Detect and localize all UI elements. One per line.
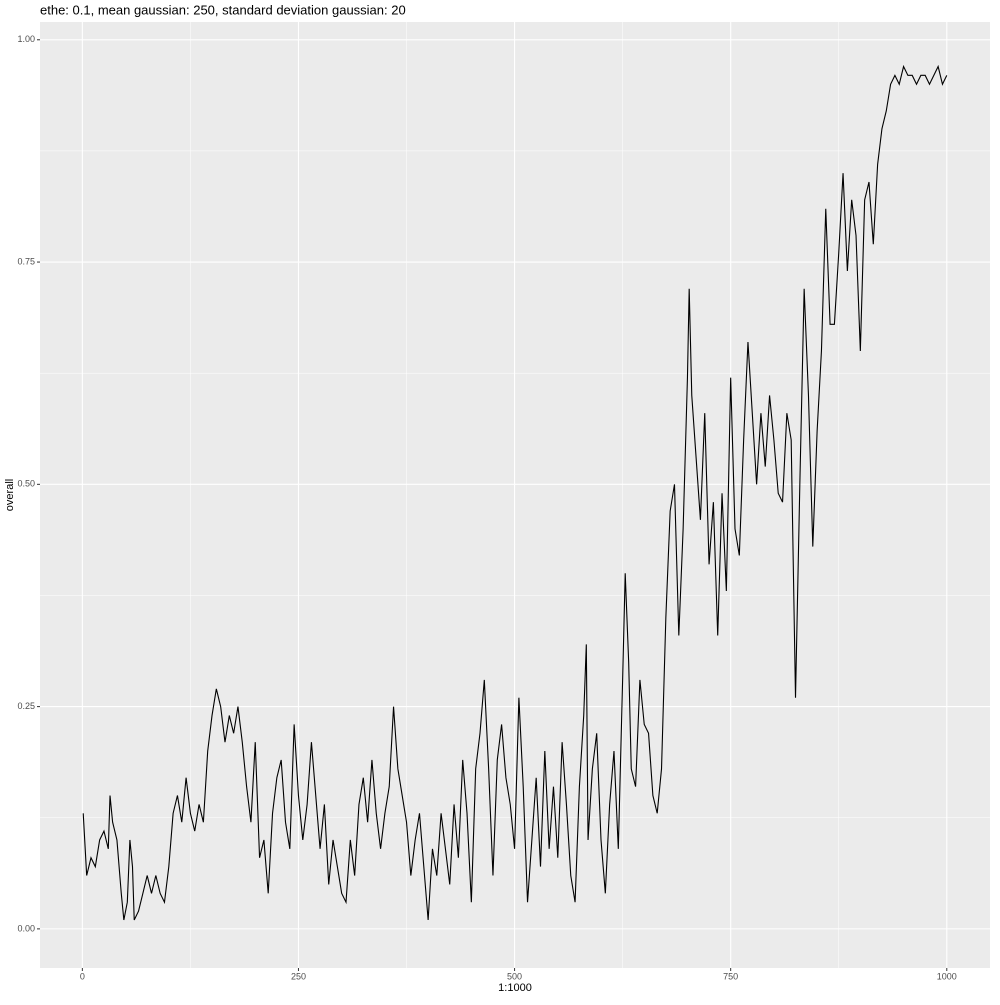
y-tick-label: 1.00 (17, 34, 35, 44)
y-tick-label: 0.00 (17, 923, 35, 933)
x-tick-label: 750 (723, 971, 738, 981)
x-tick-label: 250 (291, 971, 306, 981)
y-tick-label: 0.75 (17, 256, 35, 266)
x-tick-label: 0 (80, 971, 85, 981)
x-axis-label: 1:1000 (498, 982, 532, 994)
data-line (82, 64, 948, 921)
chart-title: ethe: 0.1, mean gaussian: 250, standard … (40, 2, 406, 17)
x-tick-label: 500 (507, 971, 522, 981)
y-axis-label: overall (4, 479, 16, 511)
y-tick-label: 0.25 (17, 701, 35, 711)
y-tick-label: 0.50 (17, 479, 35, 489)
x-tick-label: 1000 (937, 971, 957, 981)
